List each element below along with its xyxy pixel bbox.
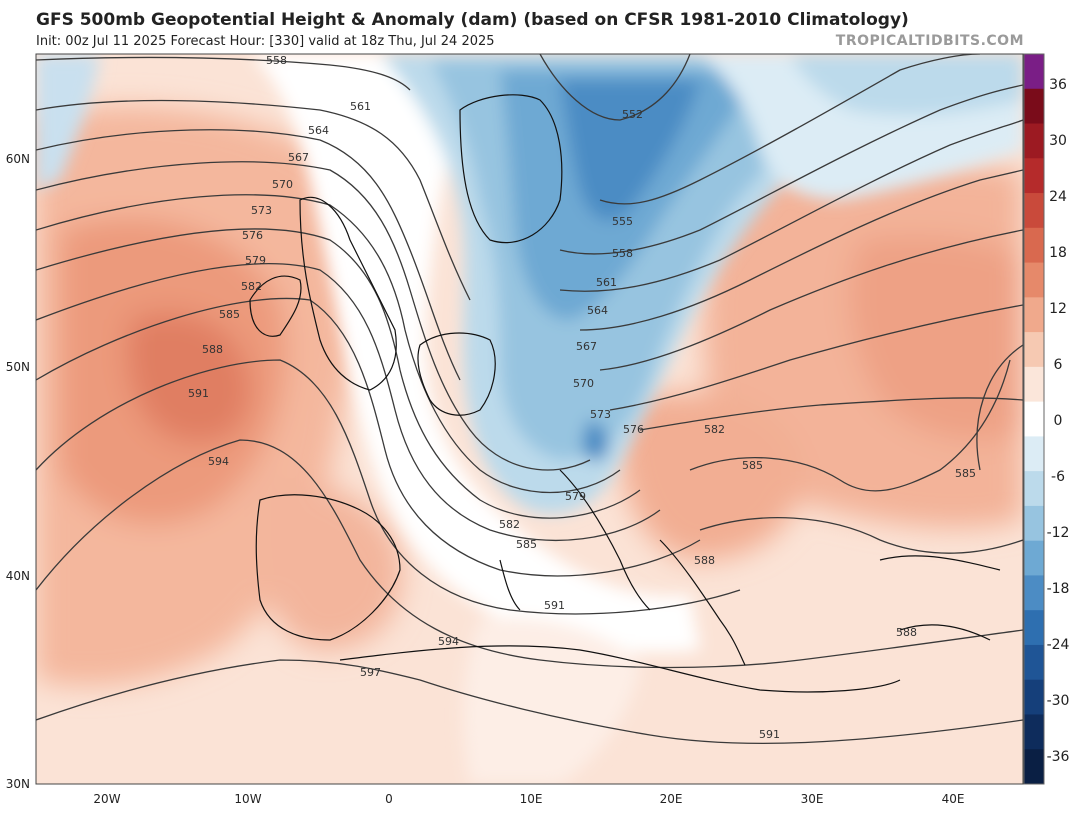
colorbar-label: 24 [1049,189,1067,205]
colorbar-swatch [1024,332,1044,368]
contour-label: 585 [516,538,537,551]
colorbar [1023,53,1045,785]
height-contours [36,54,1023,745]
colorbar-swatch [1024,679,1044,715]
contour-label: 570 [272,178,293,191]
colorbar-swatch [1024,505,1044,542]
lon-label: 10E [520,792,543,806]
colorbar-label: -12 [1047,525,1070,541]
colorbar-swatch [1024,366,1044,403]
colorbar-labels: 36 30 24 18 12 6 0 -6 -12 -18 -24 -30 -3… [1047,77,1070,765]
contour-label: 588 [694,554,715,567]
lon-label: 30E [801,792,824,806]
colorbar-swatch [1024,610,1044,646]
contour-label: 597 [360,666,381,679]
contour-label: 582 [241,280,262,293]
colorbar-swatch [1024,471,1044,507]
contour-label: 585 [955,467,976,480]
contour-label: 567 [288,151,309,164]
contour-label: 564 [587,304,608,317]
map-frame [35,53,1024,785]
contour-label: 561 [596,276,617,289]
colorbar-label: -30 [1047,693,1070,709]
lat-label: 50N [6,360,30,374]
contour-label: 582 [499,518,520,531]
watermark: TROPICALTIDBITS.COM [835,33,1024,49]
contour-label: 555 [612,215,633,228]
colorbar-swatch [1024,297,1044,333]
colorbar-label: -18 [1047,581,1070,597]
anomaly-shading [36,54,1023,784]
lon-label: 0 [385,792,393,806]
colorbar-label: 0 [1054,413,1063,429]
contour-label: 585 [219,308,240,321]
contour-label: 594 [438,635,459,648]
contour-label: 591 [759,728,780,741]
contour-labels: 558 561 564 567 570 573 576 579 582 585 … [188,54,976,741]
colorbar-swatch [1024,123,1044,159]
colorbar-swatch [1024,158,1044,194]
colorbar-label: 36 [1049,77,1067,93]
lat-label: 40N [6,569,30,583]
lon-label: 20W [93,792,120,806]
colorbar-label: -24 [1047,637,1070,653]
colorbar-swatch [1024,749,1044,785]
contour-label: 552 [622,108,643,121]
colorbar-swatch [1024,436,1044,472]
colorbar-swatch [1024,644,1044,681]
colorbar-swatch [1024,714,1044,750]
lon-label: 10W [234,792,261,806]
contour-label: 570 [573,377,594,390]
colorbar-frame [1023,53,1045,785]
lon-label: 40E [942,792,965,806]
contour-label: 588 [896,626,917,639]
latitude-labels: 60N 50N 40N 30N [6,152,30,791]
contour-label: 567 [576,340,597,353]
colorbar-swatch [1024,540,1044,576]
lat-label: 30N [6,777,30,791]
contour-label: 582 [704,423,725,436]
lat-label: 60N [6,152,30,166]
contour-label: 591 [544,599,565,612]
contour-label: 588 [202,343,223,356]
coastlines [249,94,1001,693]
colorbar-swatch [1024,54,1044,90]
contour-label: 576 [623,423,644,436]
colorbar-label: 12 [1049,301,1067,317]
contour-label: 573 [590,408,611,421]
contour-label: 576 [242,229,263,242]
colorbar-label: 18 [1049,245,1067,261]
colorbar-swatch [1024,193,1044,229]
colorbar-swatch [1024,575,1044,611]
contour-label: 573 [251,204,272,217]
contour-label: 579 [565,490,586,503]
colorbar-swatch [1024,401,1044,437]
lon-label: 20E [660,792,683,806]
longitude-labels: 20W 10W 0 10E 20E 30E 40E [93,792,964,806]
colorbar-swatch [1024,88,1044,125]
contour-label: 564 [308,124,329,137]
chart-subtitle: Init: 00z Jul 11 2025 Forecast Hour: [33… [36,34,495,49]
colorbar-label: -6 [1051,469,1065,485]
contour-label: 594 [208,455,229,468]
colorbar-label: 30 [1049,133,1067,149]
contour-label: 585 [742,459,763,472]
contour-label: 561 [350,100,371,113]
contour-label: 558 [612,247,633,260]
contour-label: 579 [245,254,266,267]
colorbar-swatch [1024,262,1044,298]
colorbar-label: -36 [1047,749,1070,765]
contour-label: 591 [188,387,209,400]
contour-label: 558 [266,54,287,67]
chart-title: GFS 500mb Geopotential Height & Anomaly … [36,10,909,30]
colorbar-swatch [1024,227,1044,264]
colorbar-label: 6 [1054,357,1063,373]
